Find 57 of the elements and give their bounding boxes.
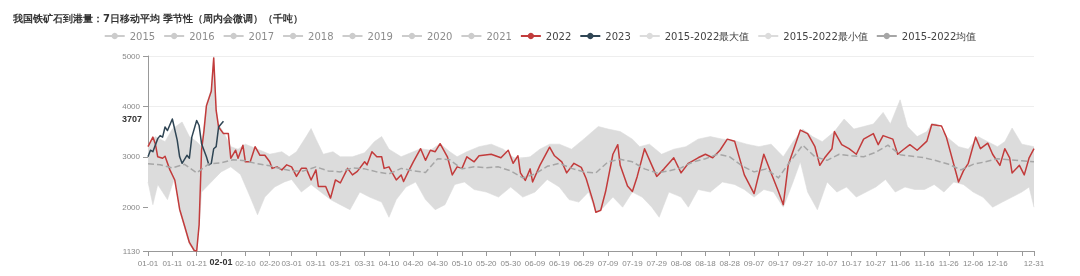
x-tick-label: 01-21	[186, 258, 208, 268]
legend-label: 2018	[308, 30, 334, 42]
legend-label: 2019	[367, 30, 393, 42]
x-tick-label: 12-31	[1023, 258, 1045, 268]
x-tick-label: 02-10	[235, 258, 257, 268]
x-tick-label: 09-27	[792, 258, 814, 268]
x-tick-label: 06-09	[524, 258, 546, 268]
x-tick-label: 09-07	[743, 258, 765, 268]
legend-label: 2022	[545, 30, 572, 42]
x-tick-label: 10-17	[841, 258, 863, 268]
x-tick-label: 05-30	[500, 258, 522, 268]
legend-label: 2016	[189, 30, 215, 42]
x-tick-label: 05-20	[476, 258, 498, 268]
text: 02-01	[209, 256, 233, 267]
chart-title: 我国铁矿石到港量：7日移动平均 季节性（周内会微调）（千吨）	[12, 12, 304, 24]
legend-label: 2020	[426, 30, 453, 42]
x-tick-label: 07-09	[597, 258, 619, 268]
y-tick-label: 1130	[122, 246, 141, 256]
x-tick-label: 03-01	[281, 258, 303, 268]
x-tick-label: 10-07	[816, 258, 838, 268]
x-tick-label: 03-31	[354, 258, 376, 268]
x-tick-label: 09-17	[768, 258, 790, 268]
text: 3707	[121, 114, 142, 124]
x-tick-label: 11-26	[938, 258, 960, 268]
x-tick-label: 06-29	[573, 258, 595, 268]
x-tick-label: 05-10	[451, 258, 473, 268]
legend-label: 2015-2022均值	[901, 30, 977, 42]
legend-label: 2015-2022最小值	[783, 30, 868, 42]
x-tick-label: 07-19	[622, 258, 644, 268]
x-tick-label: 01-11	[162, 258, 183, 268]
y-tick-label: 2000	[122, 202, 141, 212]
x-tick-label: 12-16	[987, 258, 1009, 268]
legend-label: 2023	[605, 30, 631, 42]
x-tick-label: 11-16	[914, 258, 935, 268]
x-tick-label: 08-18	[695, 258, 717, 268]
x-tick-label: 03-21	[330, 258, 352, 268]
x-tick-label: 10-27	[865, 258, 887, 268]
x-tick-label: 06-19	[549, 258, 571, 268]
y-tick-label: 4000	[122, 101, 141, 111]
legend-label: 2015	[129, 30, 156, 42]
x-tick-label: 12-06	[962, 258, 984, 268]
legend-label: 2017	[248, 30, 275, 42]
x-tick-label: 08-28	[719, 258, 741, 268]
y-tick-label: 5000	[122, 51, 141, 61]
x-tick-label: 04-30	[427, 258, 449, 268]
x-tick-label: 01-01	[137, 258, 159, 268]
legend-label: 2015-2022最大值	[664, 30, 750, 42]
x-tick-label: 04-20	[403, 258, 425, 268]
x-tick-label: 08-08	[670, 258, 692, 268]
x-tick-label: 03-11	[306, 258, 327, 268]
x-tick-label: 07-29	[646, 258, 668, 268]
legend-label: 2021	[486, 30, 512, 42]
x-tick-label: 04-10	[378, 258, 400, 268]
x-tick-label: 02-20	[259, 258, 281, 268]
y-tick-label: 3000	[122, 152, 141, 162]
x-tick-label: 11-06	[890, 258, 911, 268]
line-series	[147, 118, 225, 166]
